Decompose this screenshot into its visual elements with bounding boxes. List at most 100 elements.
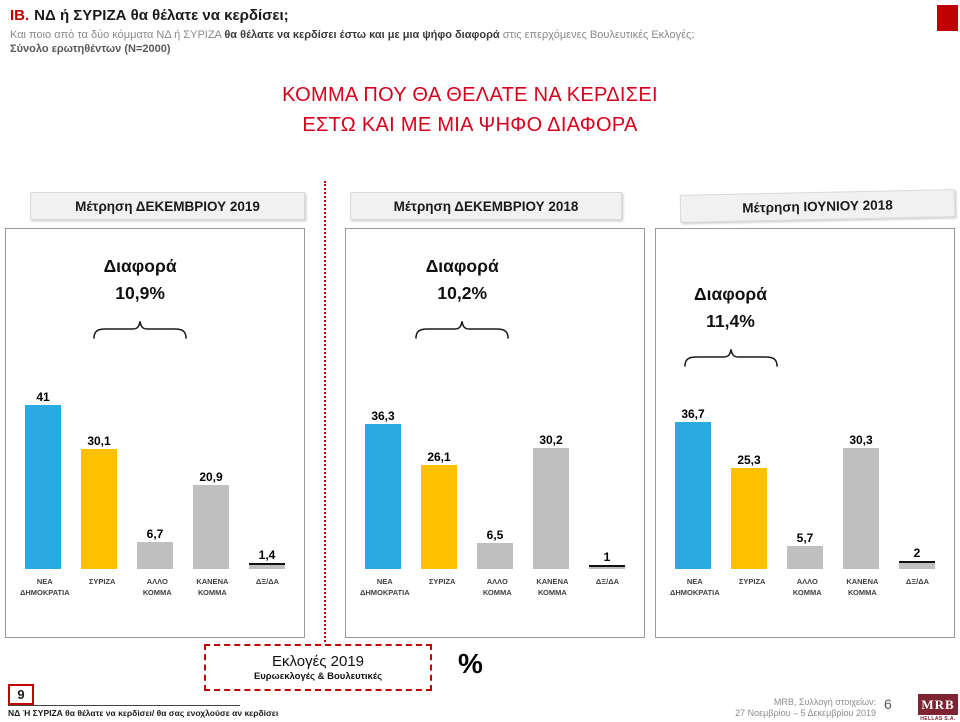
main-title: ΚΟΜΜΑ ΠΟΥ ΘΑ ΘΕΛΑΤΕ ΝΑ ΚΕΡΔΙΣΕΙ ΕΣΤΩ ΚΑΙ… bbox=[180, 80, 760, 140]
bar-value-label: 5,7 bbox=[796, 531, 814, 545]
bar-column: 6,5 bbox=[467, 528, 523, 569]
bar-dx-da bbox=[589, 565, 625, 569]
page-number-box: 9 bbox=[8, 684, 34, 705]
bar-allo-komma bbox=[787, 546, 823, 569]
bar-column: 26,1 bbox=[411, 450, 467, 569]
footnote-rule bbox=[8, 705, 240, 706]
bar-value-label: 41 bbox=[36, 390, 50, 404]
subtitle-pre: Και ποιο από τα δύο κόμματα ΝΔ ή ΣΥΡΙΖΑ bbox=[10, 29, 225, 41]
dotted-divider-line bbox=[324, 181, 326, 665]
question-title-line: ΙΒ. ΝΔ ή ΣΥΡΙΖΑ θα θέλατε να κερδίσει; bbox=[10, 7, 910, 24]
bar-dx-da bbox=[899, 561, 935, 569]
bar-column: 6,7 bbox=[127, 527, 183, 569]
bar-value-label: 36,7 bbox=[681, 407, 705, 421]
subtitle-post: στις επερχόμενες Βουλευτικές Εκλογές; bbox=[499, 29, 695, 41]
mrb-logo-text: MRB bbox=[918, 694, 958, 715]
percent-sign: % bbox=[458, 648, 483, 679]
bar-syriza bbox=[421, 465, 457, 569]
panel-header-dec-2018: Μέτρηση ΔΕΚΕΜΒΡΙΟΥ 2018 bbox=[350, 192, 622, 220]
panel-header-label: Μέτρηση ΙΟΥΝΙΟΥ 2018 bbox=[742, 196, 893, 216]
bar-dx-da bbox=[249, 563, 285, 569]
bar-value-label: 1 bbox=[603, 550, 611, 564]
category-label: ΑΛΛΟ ΚΟΜΜΑ bbox=[142, 577, 172, 597]
elections-subtitle: Ευρωεκλογές & Βουλευτικές bbox=[253, 671, 383, 682]
bar-value-label: 26,1 bbox=[427, 450, 451, 464]
chart-frame-jun-2018: Διαφορά 11,4% 36,7 25,3 5,7 30,3 2 ΝΕΑ Δ… bbox=[655, 228, 955, 638]
difference-label: Διαφορά bbox=[425, 256, 499, 276]
panel-header-dec-2019: Μέτρηση ΔΕΚΕΜΒΡΙΟΥ 2019 bbox=[30, 192, 305, 220]
category-label: ΔΞ/ΔΑ bbox=[255, 577, 279, 586]
bar-column: 41 bbox=[15, 390, 71, 569]
bar-column: 1,4 bbox=[239, 548, 295, 569]
bar-syriza bbox=[731, 468, 767, 569]
bar-kanena-komma bbox=[533, 448, 569, 569]
sample-size-label: Σύνολο ερωτηθέντων (N=2000) bbox=[10, 43, 171, 55]
bar-value-label: 25,3 bbox=[737, 453, 761, 467]
main-title-line1: ΚΟΜΜΑ ΠΟΥ ΘΑ ΘΕΛΑΤΕ ΝΑ ΚΕΡΔΙΣΕΙ bbox=[282, 84, 658, 106]
bar-value-label: 30,1 bbox=[87, 434, 111, 448]
bar-column: 5,7 bbox=[777, 531, 833, 569]
source-text: MRB, Συλλογή στοιχείων: 27 Νοεμβρίου – 5… bbox=[735, 697, 876, 719]
bar-kanena-komma bbox=[843, 448, 879, 569]
brace-icon bbox=[683, 349, 778, 367]
category-label: ΝΕΑ ΔΗΜΟΚΡΑΤΙΑ bbox=[360, 577, 410, 597]
bar-allo-komma bbox=[477, 543, 513, 569]
source-line2: 27 Νοεμβρίου – 5 Δεκεμβρίου 2019 bbox=[735, 708, 876, 718]
bar-column: 30,2 bbox=[523, 433, 579, 569]
panel-header-label: Μέτρηση ΔΕΚΕΜΒΡΙΟΥ 2018 bbox=[393, 198, 579, 214]
difference-value: 10,9% bbox=[115, 283, 165, 303]
bar-column: 36,3 bbox=[355, 409, 411, 569]
bar-allo-komma bbox=[137, 542, 173, 569]
bar-kanena-komma bbox=[193, 485, 229, 569]
header-block: ΙΒ. ΝΔ ή ΣΥΡΙΖΑ θα θέλατε να κερδίσει; Κα… bbox=[10, 7, 910, 55]
bar-column: 36,7 bbox=[665, 407, 721, 569]
bar-nea-dimokratia bbox=[25, 405, 61, 569]
difference-annotation: Διαφορά 11,4% bbox=[683, 281, 779, 369]
category-labels: ΝΕΑ ΔΗΜΟΚΡΑΤΙΑ ΣΥΡΙΖΑ ΑΛΛΟ ΚΟΜΜΑ ΚΑΝΕΝΑ … bbox=[355, 577, 635, 598]
bar-column: 2 bbox=[889, 546, 945, 569]
category-label: ΔΞ/ΔΑ bbox=[905, 577, 929, 586]
chart-frame-dec-2018: Διαφορά 10,2% 36,3 26,1 6,5 30,2 1 ΝΕΑ Δ… bbox=[345, 228, 645, 638]
bar-value-label: 20,9 bbox=[199, 470, 223, 484]
bar-value-label: 30,2 bbox=[539, 433, 563, 447]
difference-value: 11,4% bbox=[706, 311, 755, 331]
category-labels: ΝΕΑ ΔΗΜΟΚΡΑΤΙΑ ΣΥΡΙΖΑ ΑΛΛΟ ΚΟΜΜΑ ΚΑΝΕΝΑ … bbox=[665, 577, 945, 598]
mrb-logo: MRB HELLAS S.A. bbox=[918, 694, 958, 722]
difference-label: Διαφορά bbox=[103, 256, 177, 276]
subtitle-bold: θα θέλατε να κερδίσει έστω και με μια ψή… bbox=[224, 29, 500, 41]
category-label: ΑΛΛΟ ΚΟΜΜΑ bbox=[792, 577, 822, 597]
category-label: ΣΥΡΙΖΑ bbox=[88, 577, 116, 586]
bar-value-label: 2 bbox=[913, 546, 921, 560]
bar-column: 30,3 bbox=[833, 433, 889, 569]
difference-label: Διαφορά bbox=[694, 284, 767, 304]
category-labels: ΝΕΑ ΔΗΜΟΚΡΑΤΙΑ ΣΥΡΙΖΑ ΑΛΛΟ ΚΟΜΜΑ ΚΑΝΕΝΑ … bbox=[15, 577, 295, 598]
category-label: ΣΥΡΙΖΑ bbox=[738, 577, 766, 586]
main-title-line2: ΕΣΤΩ ΚΑΙ ΜΕ ΜΙΑ ΨΗΦΟ ΔΙΑΦΟΡΑ bbox=[302, 114, 638, 136]
difference-annotation: Διαφορά 10,2% bbox=[414, 253, 510, 341]
brace-icon bbox=[93, 321, 187, 339]
category-label: ΚΑΝΕΝΑ ΚΟΜΜΑ bbox=[536, 577, 569, 597]
question-number: ΙΒ. bbox=[10, 7, 30, 24]
bars-group: 41 30,1 6,7 20,9 1,4 bbox=[15, 390, 295, 569]
difference-value: 10,2% bbox=[437, 283, 488, 303]
mrb-logo-subtext: HELLAS S.A. bbox=[920, 716, 956, 722]
bar-column: 30,1 bbox=[71, 434, 127, 569]
category-label: ΚΑΝΕΝΑ ΚΟΜΜΑ bbox=[846, 577, 879, 597]
bars-group: 36,3 26,1 6,5 30,2 1 bbox=[355, 409, 635, 569]
bar-value-label: 6,7 bbox=[146, 527, 164, 541]
category-label: ΣΥΡΙΖΑ bbox=[428, 577, 456, 586]
bars-group: 36,7 25,3 5,7 30,3 2 bbox=[665, 407, 945, 569]
category-label: ΑΛΛΟ ΚΟΜΜΑ bbox=[482, 577, 512, 597]
source-line1: MRB, Συλλογή στοιχείων: bbox=[773, 697, 876, 707]
footnote-text: ΝΔ Ή ΣΥΡΙΖΑ θα θέλατε να κερδίσει/ θα σα… bbox=[8, 708, 279, 718]
bar-value-label: 1,4 bbox=[258, 548, 276, 562]
bar-value-label: 6,5 bbox=[486, 528, 504, 542]
bar-syriza bbox=[81, 449, 117, 569]
category-label: ΔΞ/ΔΑ bbox=[595, 577, 619, 586]
page-number: 6 bbox=[884, 696, 892, 712]
elections-title: Εκλογές 2019 bbox=[271, 653, 365, 670]
bar-column: 25,3 bbox=[721, 453, 777, 569]
bar-nea-dimokratia bbox=[365, 424, 401, 569]
bar-value-label: 36,3 bbox=[371, 409, 395, 423]
